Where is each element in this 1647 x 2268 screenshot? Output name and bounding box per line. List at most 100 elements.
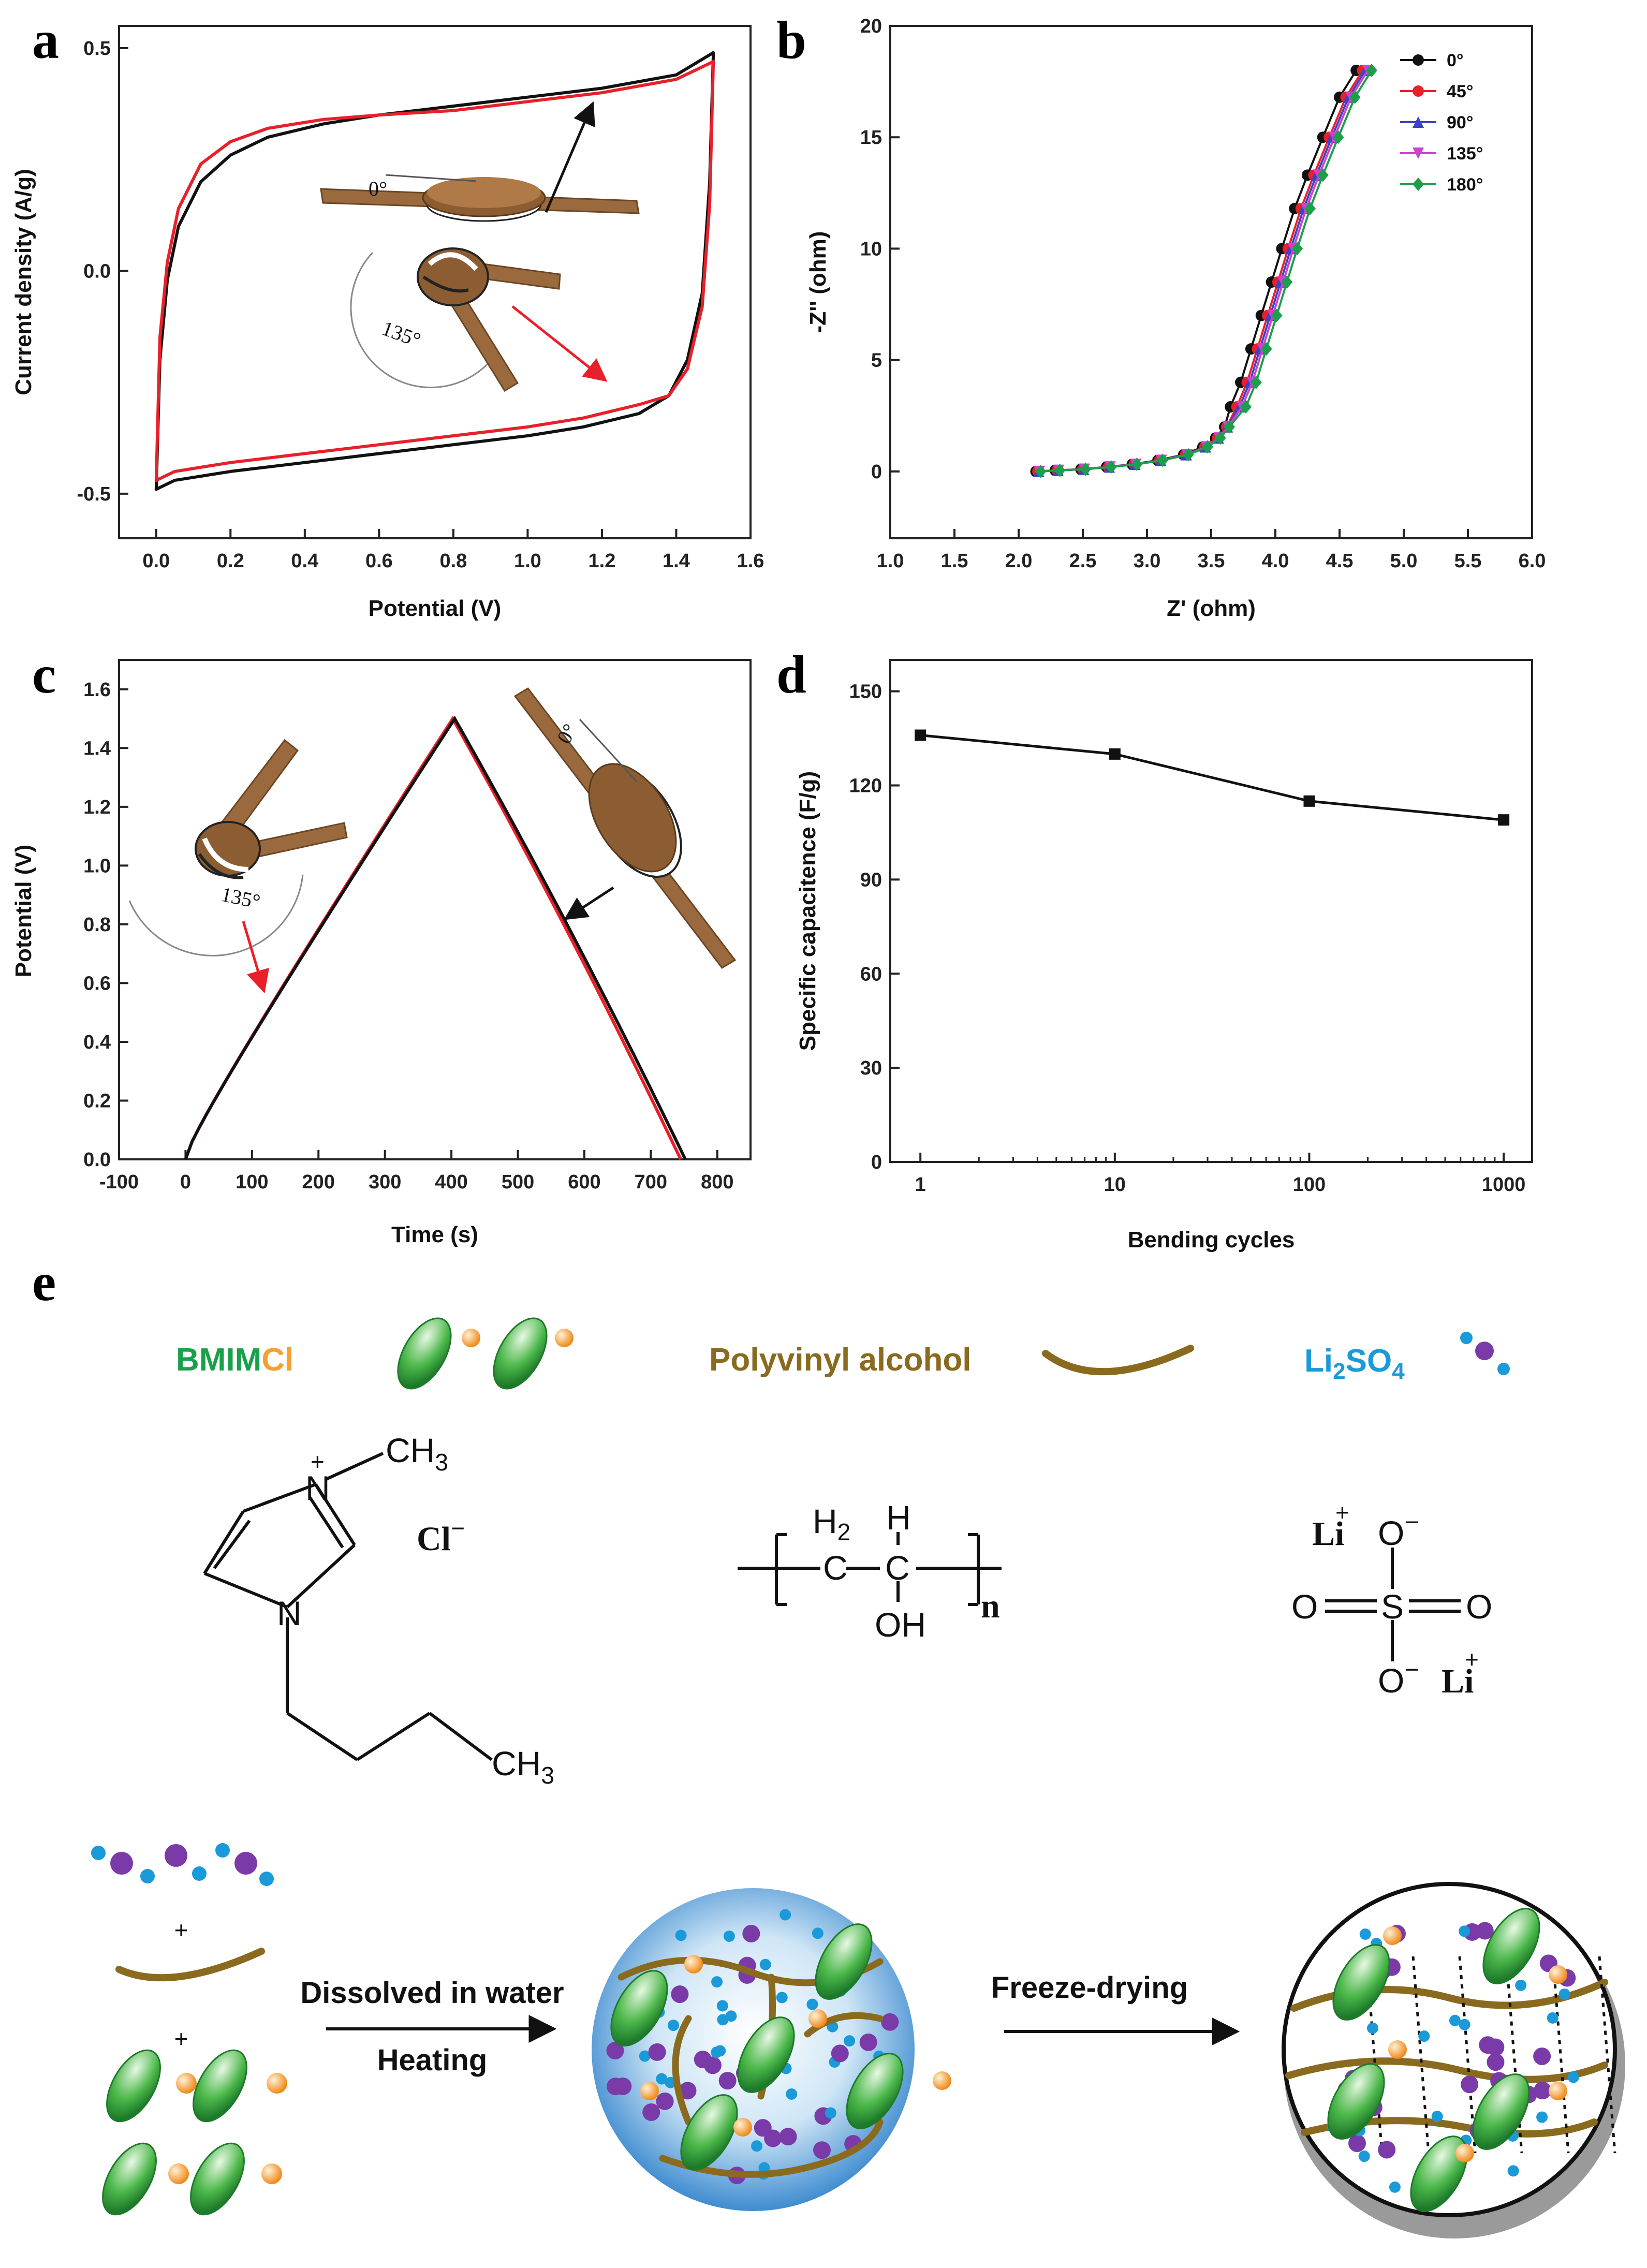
- chart-d-ytick-label: 90: [860, 869, 882, 891]
- pva-chain: [672, 2015, 692, 2126]
- scheme-li-sub: 2: [1333, 1359, 1345, 1384]
- bmimcl-ch3-bottom-text: CH: [492, 1744, 541, 1783]
- chart-b-xtick-label: 4.5: [1326, 550, 1354, 572]
- chart-c-ytick-label: 1.6: [83, 679, 111, 701]
- chart-c-xtick-label: 800: [701, 1171, 733, 1193]
- scheme-legend-bmimcl: BMIMCl: [176, 1342, 293, 1378]
- bmimcl-plus-sign: +: [311, 1448, 325, 1475]
- chart-b-ylabel: -Z'' (ohm): [805, 231, 831, 333]
- chloride-ion: [684, 1955, 703, 1974]
- chart-b-ytick-label: 15: [860, 127, 882, 149]
- chart-b-point: [1157, 453, 1169, 467]
- scheme-e: BMIMCl Polyvinyl alcohol Li2SO4: [91, 1317, 1625, 2238]
- bmim-cation: [1482, 1908, 1540, 1984]
- chart-b-point: [1250, 375, 1262, 389]
- chart-b-legend-label: 180°: [1447, 175, 1483, 195]
- chart-b-ytick-label: 20: [860, 16, 882, 37]
- sulfate-ion: [671, 1985, 689, 2004]
- bmimcl-ch3-bottom-sub: 3: [541, 1762, 554, 1789]
- chart-b-point: [1291, 242, 1303, 256]
- panel-label-a: a: [32, 10, 59, 70]
- chart-b-legend-marker: [1413, 116, 1424, 128]
- li2so4-li-bottom: Li: [1442, 1662, 1474, 1700]
- chart-d-ylabel: Specific capacitence (F/g): [795, 771, 820, 1051]
- chart-b-ytick-label: 5: [871, 350, 882, 372]
- chart-a-ylabel: Current density (A/g): [11, 169, 36, 395]
- chart-b-xtick-label: 3.5: [1198, 550, 1225, 572]
- chart-c-xtick-label: 400: [435, 1171, 467, 1193]
- chart-d-ytick-label: 0: [871, 1152, 882, 1173]
- chart-b-point: [1214, 431, 1226, 445]
- chart-a-cv-loop-1: [154, 60, 715, 482]
- bmimcl-ch3-bottom: CH3: [492, 1744, 554, 1789]
- bmim-cation: [1472, 2073, 1530, 2150]
- chart-a-inset-flat-device: 0°: [320, 174, 640, 222]
- sulfate-ion: [648, 2043, 666, 2061]
- chart-d-xtick-label: 10: [1104, 1174, 1126, 1196]
- sulfate-ion: [1476, 1922, 1494, 1940]
- bmimcl-n-plus: N: [305, 1469, 330, 1507]
- chart-d-point: [915, 729, 927, 741]
- chart-b-point: [1105, 460, 1117, 474]
- chart-b-point: [1201, 440, 1213, 454]
- lithium-ion: [1366, 2022, 1378, 2034]
- chart-d-point: [1109, 748, 1121, 760]
- sulfate-ion: [1348, 2134, 1366, 2152]
- lithium-ion: [759, 1958, 771, 1970]
- bmim-cation: [1410, 2136, 1468, 2212]
- chart-b-xtick-label: 3.0: [1134, 550, 1161, 572]
- sulfate-ion: [718, 2072, 737, 2090]
- chart-c-ytick-label: 1.2: [83, 797, 111, 818]
- chart-c-ticks: -100 0 100 200 300 400 500 600 700 800 0.0 0.2 0.4 0.…: [83, 679, 733, 1193]
- sulfate-ion: [1479, 2036, 1497, 2054]
- lithium-ion: [786, 2088, 798, 2100]
- chart-d-point: [1303, 795, 1315, 807]
- chart-b-series-line-0: [1036, 70, 1357, 473]
- chart-a-cv-loop-0: [154, 51, 715, 491]
- chloride-ion: [1549, 1965, 1567, 1984]
- chart-a-xtick-label: 0.6: [365, 550, 393, 572]
- chart-a-inset-angle-flat: 0°: [369, 177, 387, 200]
- chart-d-series: [915, 729, 1510, 826]
- bmimcl-chloride: Cl−: [417, 1515, 465, 1558]
- chart-b-xtick-label: 2.0: [1005, 550, 1033, 572]
- lithium-ion: [723, 1930, 735, 1942]
- li2so4-o-left: O: [1291, 1587, 1318, 1626]
- chloride-ion: [1549, 2082, 1567, 2100]
- li2so4-s: S: [1381, 1587, 1404, 1626]
- scheme-cl-text: Cl: [261, 1342, 293, 1378]
- chart-c-inset-flat-device: 0°: [513, 687, 737, 969]
- lithium-ion: [1536, 2111, 1548, 2123]
- bmimcl-ch3-top-text: CH: [386, 1431, 435, 1469]
- chart-b-point: [1182, 448, 1194, 462]
- li2so4-li-top-plus: +: [1335, 1499, 1349, 1526]
- sulfate-ion: [694, 2051, 712, 2069]
- lithium-ion: [1358, 2151, 1370, 2162]
- chart-c-xtick-label: 100: [236, 1171, 268, 1193]
- chart-a-inset-angle-bent: 135°: [379, 316, 424, 351]
- chart-d-xlabel: Bending cycles: [1128, 1227, 1295, 1253]
- chloride-ion: [1383, 1926, 1402, 1945]
- pva-chain: [804, 2012, 884, 2038]
- lithium-ion: [711, 1976, 723, 1988]
- li2so4-o-top: O−: [1378, 1509, 1419, 1552]
- sulfate-ion: [679, 2082, 697, 2100]
- lithium-ion: [717, 2014, 729, 2026]
- pva-h: H: [886, 1498, 911, 1537]
- chart-d-frame: [889, 659, 1533, 1163]
- chart-c-xtick-label: 300: [369, 1171, 401, 1193]
- scheme-so-text: SO: [1346, 1343, 1392, 1379]
- chart-d-xtick-label: 100: [1293, 1174, 1326, 1196]
- pva-legend-icon: [1042, 1345, 1194, 1376]
- sulfate-ion: [1533, 2047, 1551, 2065]
- chart-c-arrow-black: [564, 886, 614, 920]
- chloride-ion: [733, 2118, 752, 2137]
- chart-a-inset-bent-device: 135°: [350, 247, 561, 392]
- chart-d-ytick-label: 120: [849, 775, 882, 797]
- chart-a-xtick-label: 1.0: [514, 550, 541, 572]
- bmimcl-chloride-minus: −: [451, 1515, 465, 1542]
- scheme-legend-pva: Polyvinyl alcohol: [709, 1342, 971, 1378]
- chart-a-series: [154, 51, 715, 491]
- chart-b-ytick-label: 0: [871, 461, 882, 483]
- li2so4-li-bottom-plus: +: [1465, 1646, 1479, 1673]
